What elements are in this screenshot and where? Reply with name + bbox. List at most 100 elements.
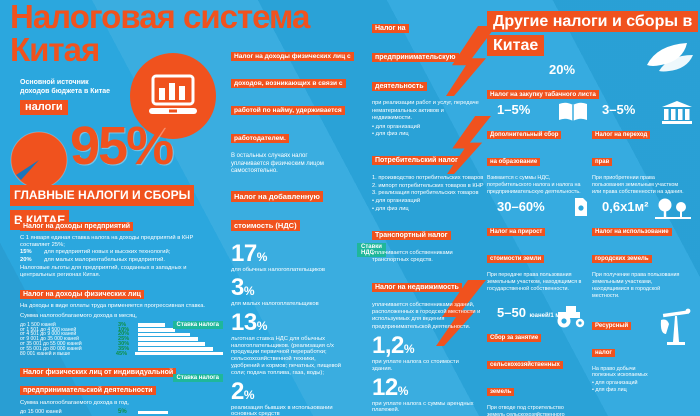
- urban-land-value: 0,6х1м²: [602, 198, 649, 214]
- rights-transfer-desc: При приобретении права пользования земел…: [592, 175, 684, 195]
- resource-tax-bullet: • для организаций: [592, 380, 638, 387]
- tax-rate: 30%: [118, 341, 130, 348]
- intro-block: Основной источник доходов бюджета в Кита…: [20, 79, 132, 116]
- personal-tax-table: Ставка налога до 1 500 юаней 3% от 1 501 …: [20, 321, 223, 357]
- trees-icon: [655, 198, 691, 219]
- rate-bar: [138, 323, 165, 327]
- farmland-fee-value: 5–50 юаней/1 м²: [497, 304, 562, 320]
- consumption-tax-section: Потребительский налог 1. производство по…: [372, 144, 484, 213]
- tobacco-tax-item: 20% Налог на закупку табачного листа: [487, 43, 695, 100]
- income-range: от 35 001 до 55 000 юаней: [20, 341, 82, 348]
- vat-rate-value: 17%: [231, 239, 267, 267]
- transport-tax-label: Транспортный налог: [372, 231, 451, 241]
- property-rate-value: 1,2%: [372, 332, 415, 360]
- rate-bar: [138, 327, 175, 332]
- rate-bar: [138, 342, 205, 346]
- main-share-block: 95% ГЛАВНЫЕ НАЛОГИ И СБОРЫ В КИТАЕ: [10, 116, 224, 231]
- rate-badge: Ставка налога: [172, 374, 223, 383]
- document-icon: [575, 197, 587, 216]
- intro-source-line1: Основной источник: [20, 79, 89, 86]
- corporate-tax-line1: С 1 января единая ставка налога на доход…: [20, 235, 194, 249]
- vat-rate-desc: для малых налогоплательщиков: [231, 301, 319, 308]
- table-row: от 35 001 до 55 000 юаней 30%: [20, 341, 223, 348]
- land-gain-value: 30–60%: [497, 198, 545, 214]
- transport-tax-section: Транспортный налог уплачивается собствен…: [372, 219, 484, 265]
- pie-chart: [10, 131, 68, 189]
- consumption-bullet: • для организаций: [372, 198, 421, 205]
- employment-note: Налог на доходы физических лиц с доходов…: [231, 40, 363, 149]
- consumption-item: 2. импорт потребительских товаров в КНР: [372, 182, 484, 189]
- property-rate-block: 12% при уплате налога с суммы арендных п…: [372, 373, 484, 414]
- table-row: от 9 001 до 35 000 юаней 25%: [20, 336, 223, 343]
- book-icon: [559, 102, 587, 121]
- farmland-fee-item: 5–50 юаней/1 м² Сбор за занятие сельскох…: [487, 304, 590, 416]
- vat-rate-block: 3% для малых налогоплательщиков: [231, 274, 365, 308]
- urban-land-item: 0,6х1м² Налог на использование городских…: [592, 198, 695, 300]
- consumption-item: 1. производство потребительских товаров: [372, 175, 484, 182]
- income-range: от 4 501 до 9 000 юаней: [20, 331, 77, 338]
- tax-rate: 25%: [118, 336, 130, 343]
- land-gain-label: Налог на прирост стоимости земли: [487, 228, 546, 264]
- income-range: до 1 500 юаней: [20, 321, 56, 328]
- entrepreneur-tax-label: Налог физических лиц от индивидуальной п…: [20, 368, 177, 396]
- corporate-rate-row: 15% для предприятий новых и высоких техн…: [20, 249, 223, 257]
- rate-bar: [138, 347, 213, 351]
- building-icon: [662, 101, 692, 124]
- tractor-icon: [557, 305, 585, 328]
- personal-tax-section: Налог на доходы физических лиц На доходы…: [20, 283, 223, 357]
- tax-rate: 45%: [115, 350, 128, 357]
- resource-tax-label: Ресурсный налог: [592, 321, 632, 357]
- property-rate-desc: при уплате налога с суммы арендных плате…: [372, 400, 474, 414]
- rate-bar: [138, 410, 168, 415]
- table-row: от 55 001 до 80 000 юаней 35%: [20, 345, 223, 352]
- vat-rate-desc: льготная ставка НДС для обычных налогопл…: [231, 335, 341, 376]
- other-taxes-column: Другие налоги и сборы в Китае 20% Налог …: [487, 10, 699, 416]
- income-range: от 55 001 до 80 000 юаней: [20, 345, 82, 352]
- laptop-icon: [149, 74, 197, 114]
- tobacco-tax-label: Налог на закупку табачного листа: [487, 90, 599, 100]
- page-title-line2: Китая: [10, 31, 100, 68]
- table-row: до 15 000 юаней 5%: [20, 409, 223, 415]
- vat-section: Налог на добавленную стоимость (НДС): [231, 181, 327, 239]
- rate-bar: [138, 332, 190, 337]
- corporate-tax-note: Налоговые льготы для предприятий, создан…: [20, 264, 187, 278]
- oil-pump-icon: [660, 308, 691, 345]
- education-fee-item: 1–5% Дополнительный сбор на образование …: [487, 102, 590, 196]
- employment-note-highlight: Налог на доходы физических лиц с доходов…: [231, 52, 354, 143]
- education-fee-label: Дополнительный сбор на образование: [487, 131, 562, 167]
- rate-badge: Ставка налога: [172, 321, 223, 330]
- consumption-bullet: • для физ лиц: [372, 205, 409, 212]
- vat-rate-value: 13%: [231, 308, 267, 336]
- vat-rate-value: 2%: [231, 377, 255, 405]
- personal-tax-intro: На доходы в виде оплаты труда применяетс…: [20, 303, 206, 309]
- income-range: от 1 501 до 4 500 юаней: [20, 326, 77, 333]
- tax-rate: 10%: [118, 326, 130, 333]
- business-tax-bullet: • для организаций: [372, 123, 421, 130]
- tax-rate: 35%: [118, 345, 130, 352]
- corporate-tax-label: Налог на доходы предприятий: [20, 222, 134, 231]
- vat-label: Налог на добавленную стоимость (НДС): [231, 191, 323, 231]
- property-rate-value: 12%: [372, 373, 408, 401]
- other-taxes-grid: 1–5% Дополнительный сбор на образование …: [487, 101, 695, 416]
- table-row: 80 001 юаней и выше 45%: [20, 350, 223, 357]
- table-row: от 4 501 до 9 000 юаней 20%: [20, 331, 223, 338]
- urban-land-label: Налог на использование городских земель: [592, 228, 672, 264]
- rate-bar: [138, 337, 198, 342]
- personal-tax-label: Налог на доходы физических лиц: [20, 290, 144, 299]
- education-fee-desc: Взимается с суммы НДС, потребительского …: [487, 175, 581, 195]
- entrepreneur-table-caption: Сумма налогооблагаемого дохода в год,: [20, 400, 129, 407]
- share-value: 95%: [70, 116, 174, 176]
- table-row: до 1 500 юаней 3%: [20, 321, 223, 328]
- corporate-rate-row: 20% для малых малорентабельных предприят…: [20, 257, 223, 265]
- vat-rates-badge: Ставки НДС: [357, 242, 386, 257]
- vat-rate-value: 3%: [231, 274, 255, 302]
- vat-column: Налог на доходы физических лиц с доходов…: [231, 40, 386, 416]
- farmland-fee-unit: юаней/1 м²: [529, 312, 562, 319]
- vat-rate-block: 17% для обычных налогоплательщиков Ставк…: [231, 239, 386, 274]
- consumption-tax-label: Потребительский налог: [372, 156, 461, 166]
- employment-note-rest: В остальных случаях налог уплачивается ф…: [231, 152, 324, 175]
- entrepreneur-tax-section: Налог физических лиц от индивидуальной п…: [20, 361, 223, 416]
- rights-transfer-item: 3–5% Налог на переход прав При приобрете…: [592, 101, 695, 196]
- income-range: до 15 000 юаней: [20, 409, 62, 416]
